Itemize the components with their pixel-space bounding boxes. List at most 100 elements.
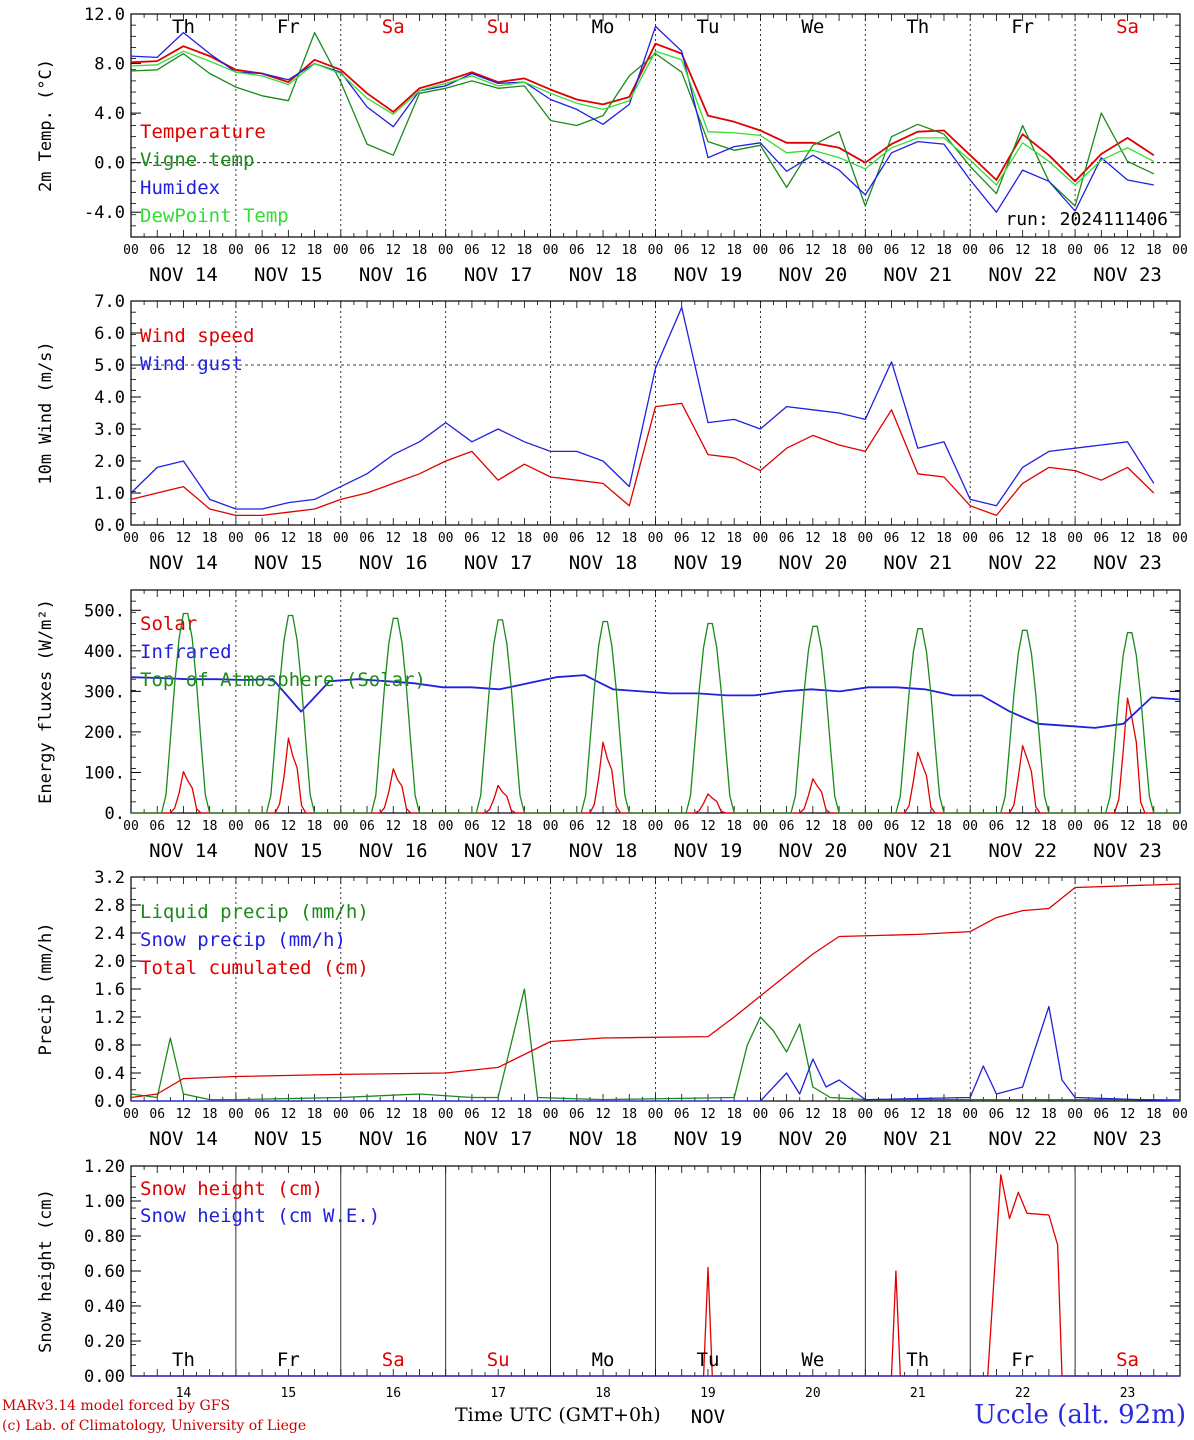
day-of-week-label: We (801, 16, 824, 38)
y-tick-label: 2.0 (94, 952, 125, 972)
date-label: NOV 18 (569, 1128, 638, 1150)
hour-label: 06 (149, 1107, 165, 1122)
y-tick-label: 8.0 (94, 55, 125, 75)
hour-label: 06 (254, 1107, 270, 1122)
y-axis-title: 10m Wind (m/s) (36, 341, 56, 484)
day-of-week-label: Th (172, 16, 195, 38)
date-label: NOV 15 (254, 552, 323, 574)
hour-label: 12 (805, 819, 821, 834)
hour-label: 00 (543, 1107, 559, 1122)
hour-label: 00 (123, 819, 139, 834)
series-line (130, 306, 1155, 510)
hour-label: 12 (385, 531, 401, 546)
hour-label: 00 (333, 531, 349, 546)
hour-label: 00 (543, 243, 559, 258)
date-label: NOV 22 (988, 264, 1057, 286)
hour-label: 00 (962, 1107, 978, 1122)
day-number-label: 19 (700, 1386, 716, 1401)
station-label: Uccle (alt. 92m) (974, 1400, 1186, 1430)
day-of-week-label: Tu (697, 16, 720, 38)
hour-label: 00 (438, 243, 454, 258)
hour-label: 18 (831, 243, 847, 258)
hour-label: 06 (884, 1107, 900, 1122)
hour-label: 18 (412, 531, 428, 546)
hour-label: 00 (438, 1107, 454, 1122)
y-tick-label: 6.0 (94, 324, 125, 344)
date-label: NOV 22 (988, 840, 1057, 862)
hour-label: 06 (569, 819, 585, 834)
date-label: NOV 14 (149, 1128, 218, 1150)
y-tick-label: 400. (84, 642, 125, 662)
hour-label: 06 (254, 243, 270, 258)
hour-label: 18 (621, 243, 637, 258)
day-of-week-label: Th (906, 16, 929, 38)
day-of-week-label: Fr (1011, 16, 1034, 38)
hour-label: 18 (202, 531, 218, 546)
day-of-week-label: Sa (382, 16, 405, 38)
hour-label: 00 (857, 819, 873, 834)
date-label: NOV 15 (254, 1128, 323, 1150)
y-tick-label: 2.0 (94, 452, 125, 472)
series-line (130, 50, 1155, 186)
hour-label: 12 (910, 243, 926, 258)
hour-label: 06 (569, 243, 585, 258)
hour-label: 18 (517, 1107, 533, 1122)
date-label: NOV 22 (988, 1128, 1057, 1150)
hour-label: 12 (700, 819, 716, 834)
date-label: NOV 16 (359, 264, 428, 286)
hour-label: 12 (176, 1107, 192, 1122)
day-of-week-label: Mo (592, 1349, 615, 1371)
hour-label: 12 (910, 1107, 926, 1122)
hour-label: 12 (805, 531, 821, 546)
hour-label: 18 (517, 243, 533, 258)
day-of-week-label: Mo (592, 16, 615, 38)
series-line (130, 25, 1154, 213)
day-number-label: 23 (1120, 1386, 1136, 1401)
hour-label: 12 (1015, 243, 1031, 258)
hour-label: 06 (1093, 819, 1109, 834)
hour-label: 00 (333, 243, 349, 258)
date-label: NOV 18 (569, 840, 638, 862)
hour-label: 06 (569, 531, 585, 546)
hour-label: 06 (674, 531, 690, 546)
date-label: NOV 17 (464, 552, 533, 574)
y-tick-label: 1.6 (94, 980, 125, 1000)
y-axis-title: Energy fluxes (W/m²) (36, 599, 56, 804)
hour-label: 00 (1172, 1107, 1188, 1122)
hour-label: 06 (884, 819, 900, 834)
y-tick-label: 0.0 (94, 154, 125, 174)
hour-label: 18 (1041, 819, 1057, 834)
hour-label: 06 (989, 531, 1005, 546)
hour-label: 00 (438, 531, 454, 546)
y-tick-label: 4.0 (94, 104, 125, 124)
hour-label: 00 (753, 819, 769, 834)
hour-label: 06 (779, 243, 795, 258)
series-line (131, 1174, 1180, 1377)
hour-label: 12 (490, 819, 506, 834)
month-label: NOV (691, 1406, 725, 1428)
hour-label: 12 (910, 819, 926, 834)
series-line (130, 674, 1181, 729)
date-label: NOV 15 (254, 264, 323, 286)
date-label: NOV 16 (359, 840, 428, 862)
date-label: NOV 19 (674, 264, 743, 286)
day-of-week-label: We (801, 1349, 824, 1371)
hour-label: 12 (176, 531, 192, 546)
hour-label: 12 (385, 1107, 401, 1122)
hour-label: 00 (333, 1107, 349, 1122)
hour-label: 06 (359, 819, 375, 834)
hour-label: 18 (1041, 243, 1057, 258)
y-tick-label: 1.00 (84, 1192, 125, 1212)
hour-label: 00 (1172, 243, 1188, 258)
hour-label: 00 (123, 1107, 139, 1122)
hour-label: 00 (962, 531, 978, 546)
date-label: NOV 21 (883, 552, 952, 574)
y-tick-label: 100. (84, 763, 125, 783)
hour-label: 12 (595, 243, 611, 258)
hour-label: 00 (857, 243, 873, 258)
hour-label: 12 (281, 1107, 297, 1122)
day-number-label: 15 (281, 1386, 297, 1401)
date-label: NOV 20 (779, 264, 848, 286)
hour-label: 06 (359, 1107, 375, 1122)
